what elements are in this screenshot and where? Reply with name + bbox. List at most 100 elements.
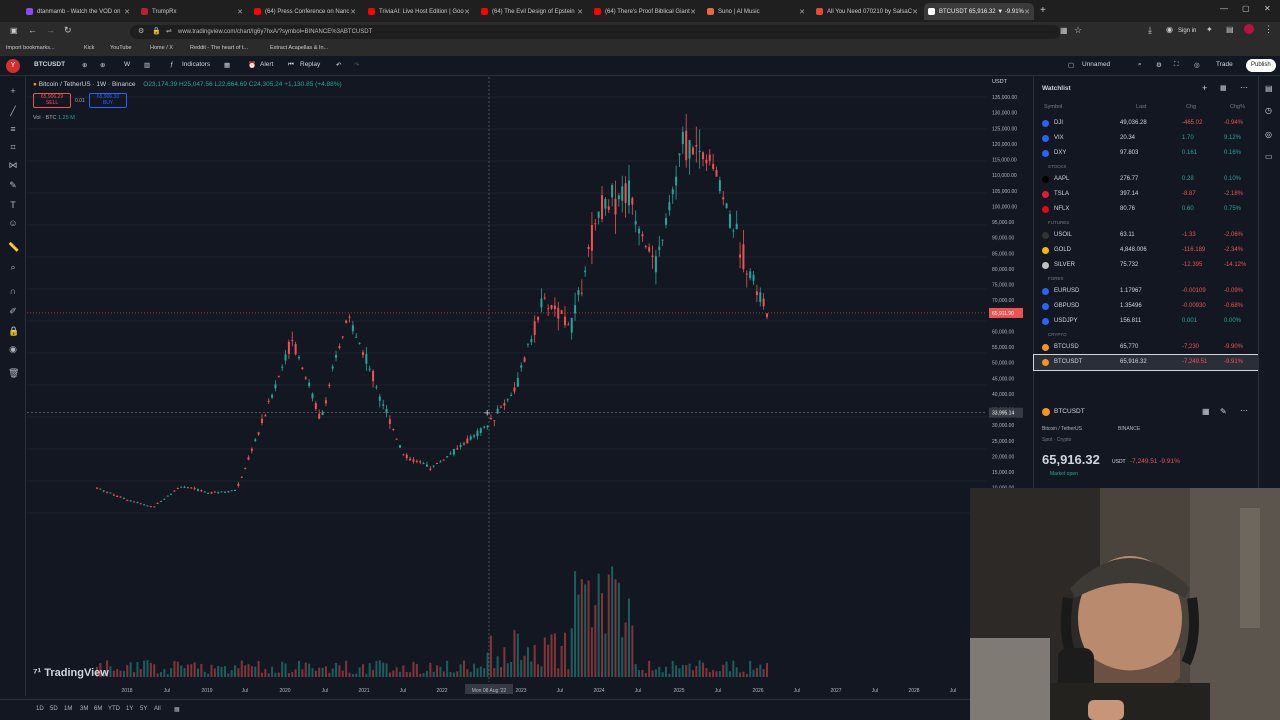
bookmark-youtube[interactable]: YouTube	[110, 45, 132, 51]
chat-icon[interactable]: ▤	[1226, 25, 1234, 34]
candles-icon[interactable]: ▥	[144, 62, 151, 69]
bookmark-kick[interactable]: Kick	[84, 45, 95, 51]
publish-button[interactable]: Publish	[1246, 59, 1276, 72]
minimize-icon[interactable]: —	[1220, 4, 1228, 13]
watchlist-row[interactable]: USOIL 63.11 -1.33 -2.06%	[1034, 228, 1258, 243]
fullscreen-icon[interactable]: ⛶	[1174, 61, 1179, 68]
tab-close-icon[interactable]: ✕	[464, 8, 470, 16]
col-chgp[interactable]: Chg%	[1230, 104, 1245, 110]
user-avatar[interactable]: Y	[6, 59, 20, 73]
date-range-icon[interactable]: ▦	[174, 707, 180, 713]
timeframe-1m[interactable]: 1M	[64, 706, 73, 712]
bookmark-import[interactable]: Import bookmarks...	[6, 45, 55, 51]
section-label[interactable]: STOCKS	[1048, 164, 1067, 169]
interval-button[interactable]: W	[124, 61, 131, 68]
details-grid-icon[interactable]: ▦	[1202, 407, 1210, 416]
back-icon[interactable]: ←	[28, 25, 37, 35]
watchlist-row[interactable]: DXY 97.803 0.161 0.16%	[1034, 146, 1258, 161]
snapshot-icon[interactable]: ◎	[1194, 62, 1200, 69]
replay-button[interactable]: Replay	[300, 61, 321, 68]
timeframe-ytd[interactable]: YTD	[108, 706, 120, 712]
browser-tab[interactable]: dtanmamb - Watch the VOD on ✕	[22, 3, 134, 20]
browser-tab[interactable]: Suno | AI Music ✕	[703, 3, 809, 20]
add-symbol-watchlist-icon[interactable]: +	[1202, 83, 1208, 93]
text-icon[interactable]: T	[10, 200, 16, 210]
trade-button[interactable]: Trade	[1216, 61, 1233, 68]
forward-icon[interactable]: →	[46, 25, 55, 35]
search-icon[interactable]: ⌕	[1138, 61, 1142, 68]
puzzle-icon[interactable]: ✦	[1206, 25, 1213, 34]
section-label[interactable]: CRYPTO	[1048, 332, 1067, 337]
buy-button[interactable]: 65,906.30 BUY	[89, 93, 127, 108]
tab-close-icon[interactable]: ✕	[799, 8, 805, 16]
sell-button[interactable]: 65,906.29 SELL	[33, 93, 71, 108]
browser-tab[interactable]: TriviaAI: Live Host Edition | Goo ✕	[364, 3, 474, 20]
browser-tab[interactable]: BTCUSDT 65,916.32 ▼ -9.91% ✕	[924, 3, 1034, 20]
chat-panel-icon[interactable]: ▭	[1265, 152, 1273, 161]
timeframe-5d[interactable]: 5D	[50, 706, 58, 712]
details-edit-icon[interactable]: ✎	[1220, 407, 1227, 416]
reload-icon[interactable]: ↻	[64, 25, 72, 35]
timeframe-6m[interactable]: 6M	[94, 706, 103, 712]
watchlist-row[interactable]: AAPL 276.77 0.28 0.10%	[1034, 172, 1258, 187]
extension-icon[interactable]: ▦	[1060, 26, 1068, 35]
chart-pane[interactable]: 135,000.00 130,000.00 125,000.00 120,000.00…	[27, 77, 1032, 697]
lock-drawings-icon[interactable]: 🔒	[8, 326, 20, 336]
watchlist-row[interactable]: DJI 49,036.28 -465.02 -0.94%	[1034, 116, 1258, 131]
browser-tab[interactable]: TrumpRx ✕	[137, 3, 247, 20]
currency-label[interactable]: USDT	[992, 79, 1007, 85]
site-info-icon[interactable]: ⚙	[138, 28, 145, 35]
browser-tab[interactable]: (64) The Evil Design of Epstein ✕	[477, 3, 587, 20]
watchlist-row[interactable]: BTCUSD 65,770 -7,230 -9.90%	[1034, 340, 1258, 355]
watchlist-title[interactable]: Watchlist	[1042, 85, 1071, 92]
browser-tab[interactable]: (64) Press Conference on Nanc ✕	[250, 3, 360, 20]
col-chg[interactable]: Chg	[1186, 104, 1197, 110]
price-chart[interactable]: 135,000.00 130,000.00 125,000.00 120,000.00…	[27, 77, 1032, 697]
watchlist-layout-icon[interactable]: ▦	[1220, 85, 1227, 92]
timeframe-5y[interactable]: 5Y	[140, 706, 148, 712]
templates-icon[interactable]: ▦	[224, 62, 231, 69]
browser-tab[interactable]: All You Need 070210 by SalsaC ✕	[812, 3, 922, 20]
watchlist-row[interactable]: BTCUSDT 65,916.32 -7,249.51 -9.91%	[1033, 354, 1259, 371]
magnet-icon[interactable]: ∩	[9, 286, 17, 296]
watchlist-row[interactable]: NFLX 80.76 0.60 0.75%	[1034, 202, 1258, 217]
close-window-icon[interactable]: ✕	[1264, 4, 1271, 13]
tab-close-icon[interactable]: ✕	[690, 8, 696, 16]
undo-icon[interactable]: ↶	[336, 62, 342, 69]
layout-checkbox-icon[interactable]: ▢	[1068, 62, 1075, 69]
hotlist-icon[interactable]: ◎	[1265, 130, 1272, 139]
section-label[interactable]: FOREX	[1048, 276, 1064, 281]
tab-close-icon[interactable]: ✕	[912, 8, 918, 16]
layout-name[interactable]: Unnamed	[1082, 61, 1111, 68]
new-tab-icon[interactable]: +	[1040, 5, 1046, 16]
bookmark-reddit[interactable]: Reddit - The heart of t...	[190, 45, 248, 51]
timeframe-all[interactable]: All	[154, 706, 161, 712]
section-label[interactable]: FUTURES	[1048, 220, 1070, 225]
col-symbol[interactable]: Symbol	[1044, 104, 1063, 110]
watchlist-row[interactable]: TSLA 397.14 -8.87 -2.18%	[1034, 187, 1258, 202]
watchlist-icon[interactable]: ▤	[1265, 84, 1273, 93]
alert-button[interactable]: Alert	[260, 61, 274, 68]
watchlist-row[interactable]: VIX 20.34 1.70 9.12%	[1034, 131, 1258, 146]
smiley-icon[interactable]: ☺	[8, 218, 18, 228]
forecast-icon[interactable]: ⋈	[8, 160, 18, 170]
col-last[interactable]: Last	[1136, 104, 1147, 110]
ruler-icon[interactable]: 📏	[8, 242, 20, 252]
pattern-icon[interactable]: ⌗	[10, 142, 16, 152]
details-symbol[interactable]: BTCUSDT	[1054, 408, 1085, 415]
brush-icon[interactable]: ✎	[9, 180, 17, 190]
compare-icon[interactable]: ⊕	[82, 62, 88, 69]
avatar[interactable]	[1244, 24, 1254, 34]
url-field[interactable]: ⚙ 🔒 ⇌ www.tradingview.com/chart/Ig6y7hxA…	[130, 25, 1060, 39]
fib-icon[interactable]: ≡	[10, 124, 16, 134]
bookmark-acapellas[interactable]: Extract Acapellas & In...	[270, 45, 329, 51]
timeframe-1y[interactable]: 1Y	[126, 706, 134, 712]
pencil-lock-icon[interactable]: ✐	[9, 306, 17, 316]
bookmark-x[interactable]: Home / X	[150, 45, 173, 51]
crosshair-icon[interactable]: +	[10, 86, 16, 96]
timeframe-1d[interactable]: 1D	[36, 706, 44, 712]
bookmark-star-icon[interactable]: ☆	[1074, 25, 1083, 35]
watchlist-row[interactable]: GOLD 4,848.006 -116.189 -2.34%	[1034, 243, 1258, 258]
maximize-icon[interactable]: ▢	[1242, 4, 1250, 13]
trendline-icon[interactable]: ╱	[10, 106, 16, 116]
